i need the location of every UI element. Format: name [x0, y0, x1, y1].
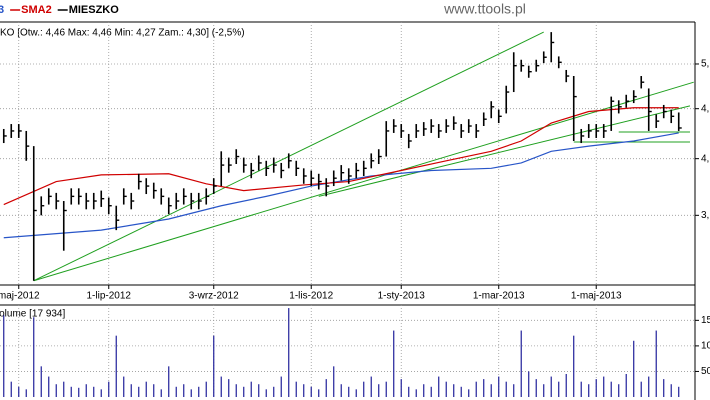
x-tick-label: maj-2012	[0, 291, 40, 302]
site-watermark: www.ttools.pl	[443, 1, 526, 17]
legend-label: SMA2	[21, 4, 52, 16]
trendline	[33, 81, 694, 282]
y-tick-label: 4,	[701, 153, 709, 164]
x-tick-label: 3-wrz-2012	[189, 291, 239, 302]
sma-line	[3, 132, 679, 239]
y-tick-label: 50	[701, 366, 710, 377]
legend-label: 3	[0, 4, 4, 16]
sma-line	[3, 107, 679, 206]
y-tick-label: 15	[701, 315, 710, 326]
x-tick-label: 1-sty-2013	[378, 291, 426, 302]
info-line: KO [Otw.: 4,46 Max: 4,46 Min: 4,27 Zam.:…	[0, 28, 245, 39]
x-tick-label: 1-lis-2012	[289, 291, 333, 302]
trendline	[318, 105, 691, 197]
x-tick-label: 1-maj-2013	[571, 291, 622, 302]
y-tick-label: 4,	[701, 103, 709, 114]
legend-label: MIESZKO	[69, 4, 120, 16]
y-tick-label: 5,	[701, 59, 709, 70]
x-tick-label: 1-lip-2012	[87, 291, 132, 302]
x-tick-label: 1-mar-2013	[473, 291, 525, 302]
y-tick-label: 3,	[701, 210, 709, 221]
y-tick-label: 10	[701, 341, 710, 352]
volume-title: Volume [17 934]	[0, 309, 65, 320]
